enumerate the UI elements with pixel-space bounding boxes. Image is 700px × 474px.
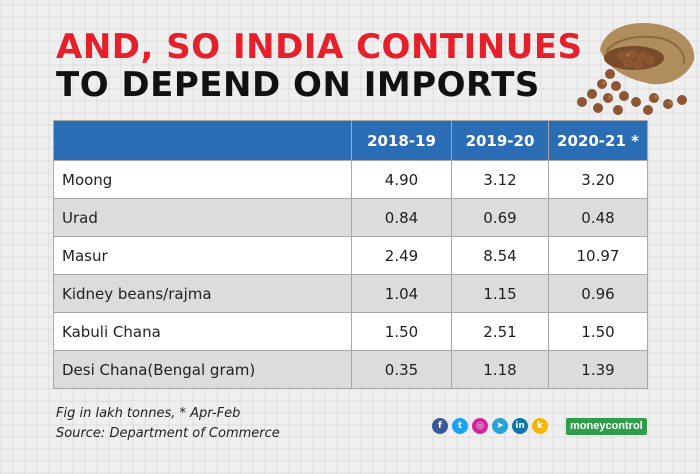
title-line-1: AND, SO INDIA CONTINUES [56, 27, 583, 67]
value-cell: 0.69 [451, 198, 549, 237]
unit-note: Fig in lakh tonnes, * Apr-Feb [56, 406, 241, 421]
value-cell: 1.18 [451, 350, 549, 389]
value-cell: 4.90 [351, 160, 452, 199]
row-label: Kidney beans/rajma [53, 274, 352, 313]
moneycontrol-logo: moneycontrol [566, 418, 647, 435]
value-cell: 3.20 [548, 160, 648, 199]
table-row: Masur 2.49 8.54 10.97 [53, 236, 648, 275]
header-year: 2020-21 * [548, 120, 648, 161]
facebook-icon[interactable]: f [432, 418, 448, 434]
chana-sack-image [577, 23, 695, 115]
value-cell: 0.35 [351, 350, 452, 389]
table-row: Kidney beans/rajma 1.04 1.15 0.96 [53, 274, 648, 313]
title-line-2: TO DEPEND ON IMPORTS [56, 65, 540, 105]
table-row: Kabuli Chana 1.50 2.51 1.50 [53, 312, 648, 351]
source-note: Source: Department of Commerce [56, 426, 280, 441]
row-label: Desi Chana(Bengal gram) [53, 350, 352, 389]
footnotes: Fig in lakh tonnes, * Apr-Feb Source: De… [56, 404, 280, 444]
value-cell: 8.54 [451, 236, 549, 275]
row-label: Urad [53, 198, 352, 237]
table-row: Urad 0.84 0.69 0.48 [53, 198, 648, 237]
value-cell: 1.39 [548, 350, 648, 389]
instagram-icon[interactable]: ◎ [472, 418, 488, 434]
koo-icon[interactable]: k [532, 418, 548, 434]
row-label: Moong [53, 160, 352, 199]
social-icons: f t ◎ ➤ in k [432, 418, 548, 434]
value-cell: 1.50 [548, 312, 648, 351]
imports-table: 2018-19 2019-20 2020-21 * Moong 4.90 3.1… [53, 120, 648, 389]
value-cell: 3.12 [451, 160, 549, 199]
row-label: Masur [53, 236, 352, 275]
value-cell: 0.96 [548, 274, 648, 313]
value-cell: 0.48 [548, 198, 648, 237]
value-cell: 2.51 [451, 312, 549, 351]
value-cell: 0.84 [351, 198, 452, 237]
row-label: Kabuli Chana [53, 312, 352, 351]
header-year: 2018-19 [351, 120, 452, 161]
value-cell: 1.04 [351, 274, 452, 313]
header-row: 2018-19 2019-20 2020-21 * [53, 120, 648, 161]
value-cell: 1.50 [351, 312, 452, 351]
table-row: Desi Chana(Bengal gram) 0.35 1.18 1.39 [53, 350, 648, 389]
twitter-icon[interactable]: t [452, 418, 468, 434]
telegram-icon[interactable]: ➤ [492, 418, 508, 434]
header-blank-cell [53, 120, 352, 161]
linkedin-icon[interactable]: in [512, 418, 528, 434]
value-cell: 10.97 [548, 236, 648, 275]
value-cell: 1.15 [451, 274, 549, 313]
header-year: 2019-20 [451, 120, 549, 161]
table-row: Moong 4.90 3.12 3.20 [53, 160, 648, 199]
value-cell: 2.49 [351, 236, 452, 275]
title: AND, SO INDIA CONTINUES TO DEPEND ON IMP… [56, 28, 583, 104]
